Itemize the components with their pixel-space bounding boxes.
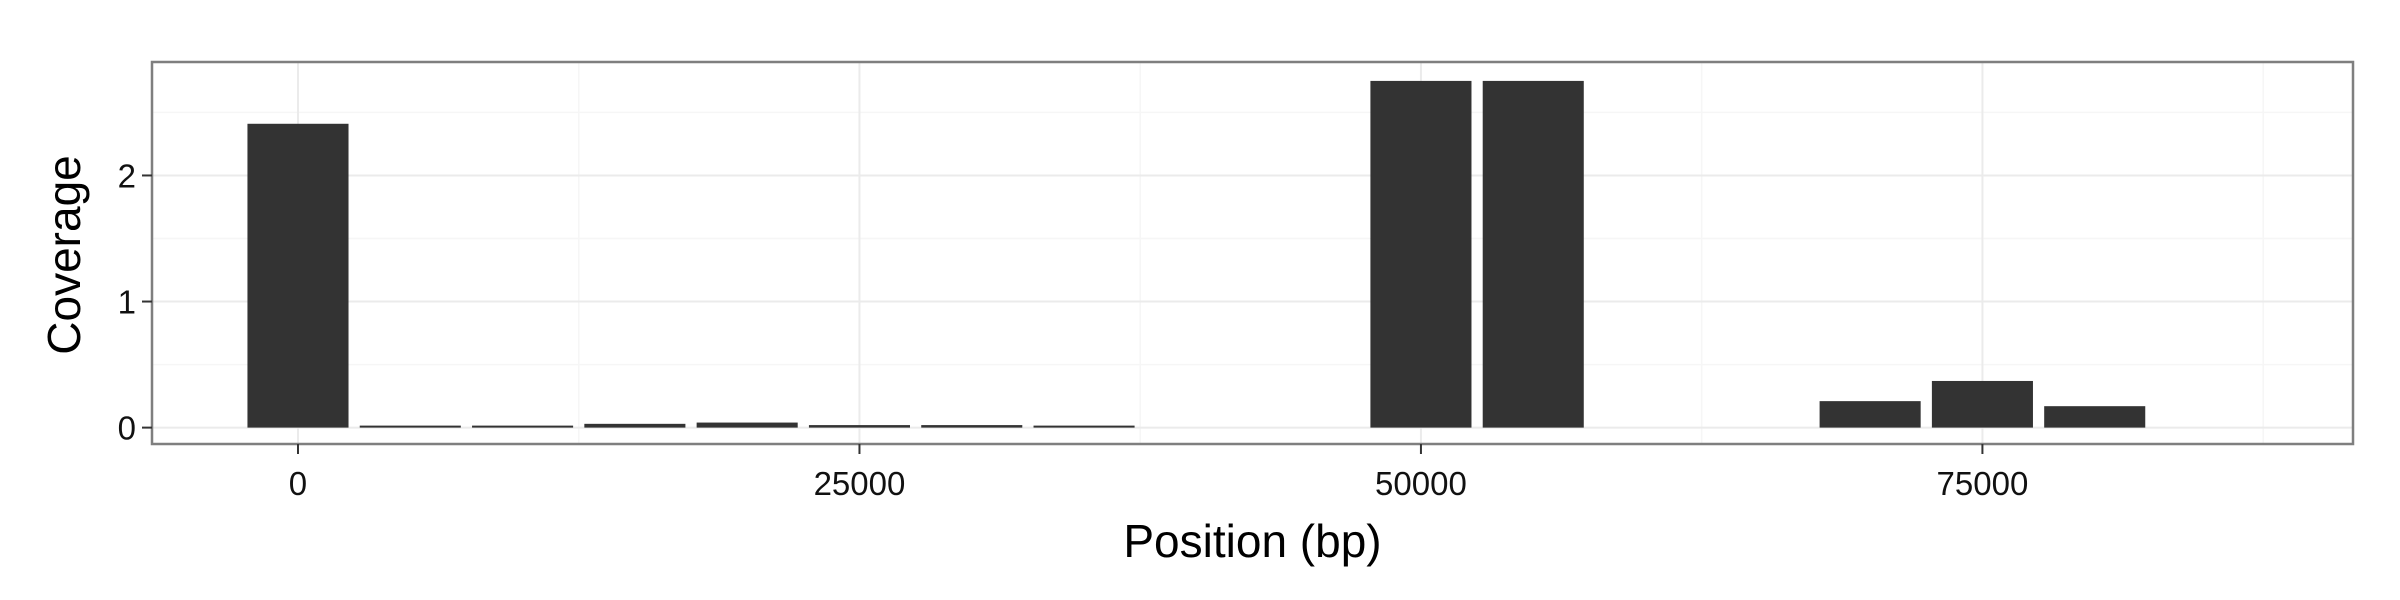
bar — [472, 425, 574, 428]
bar — [921, 425, 1023, 428]
bars — [247, 80, 2146, 428]
bar — [359, 425, 461, 428]
tick-labels: 0 25000 50000 75000 0 1 2 — [118, 157, 2029, 502]
y-tick-label: 2 — [118, 157, 136, 194]
bar — [247, 123, 349, 428]
x-tick-label: 75000 — [1937, 465, 2029, 502]
y-tick-label: 1 — [118, 284, 136, 321]
bar — [2044, 406, 2146, 428]
bar — [696, 422, 798, 428]
bar — [1033, 425, 1135, 428]
bar — [808, 425, 910, 428]
bar — [584, 423, 686, 428]
bar — [1370, 80, 1472, 428]
bar — [1931, 380, 2033, 428]
x-axis-title: Position (bp) — [1123, 515, 1381, 567]
y-axis-title: Coverage — [38, 155, 90, 354]
plot-panel-background — [152, 62, 2353, 444]
x-tick-label: 0 — [289, 465, 307, 502]
x-tick-label: 50000 — [1375, 465, 1467, 502]
bar — [1482, 80, 1584, 428]
plot-panel-border — [150, 60, 2355, 446]
axis-ticks — [142, 174, 1984, 454]
x-tick-label: 25000 — [814, 465, 906, 502]
bar — [1819, 401, 1921, 428]
y-tick-label: 0 — [118, 410, 136, 447]
